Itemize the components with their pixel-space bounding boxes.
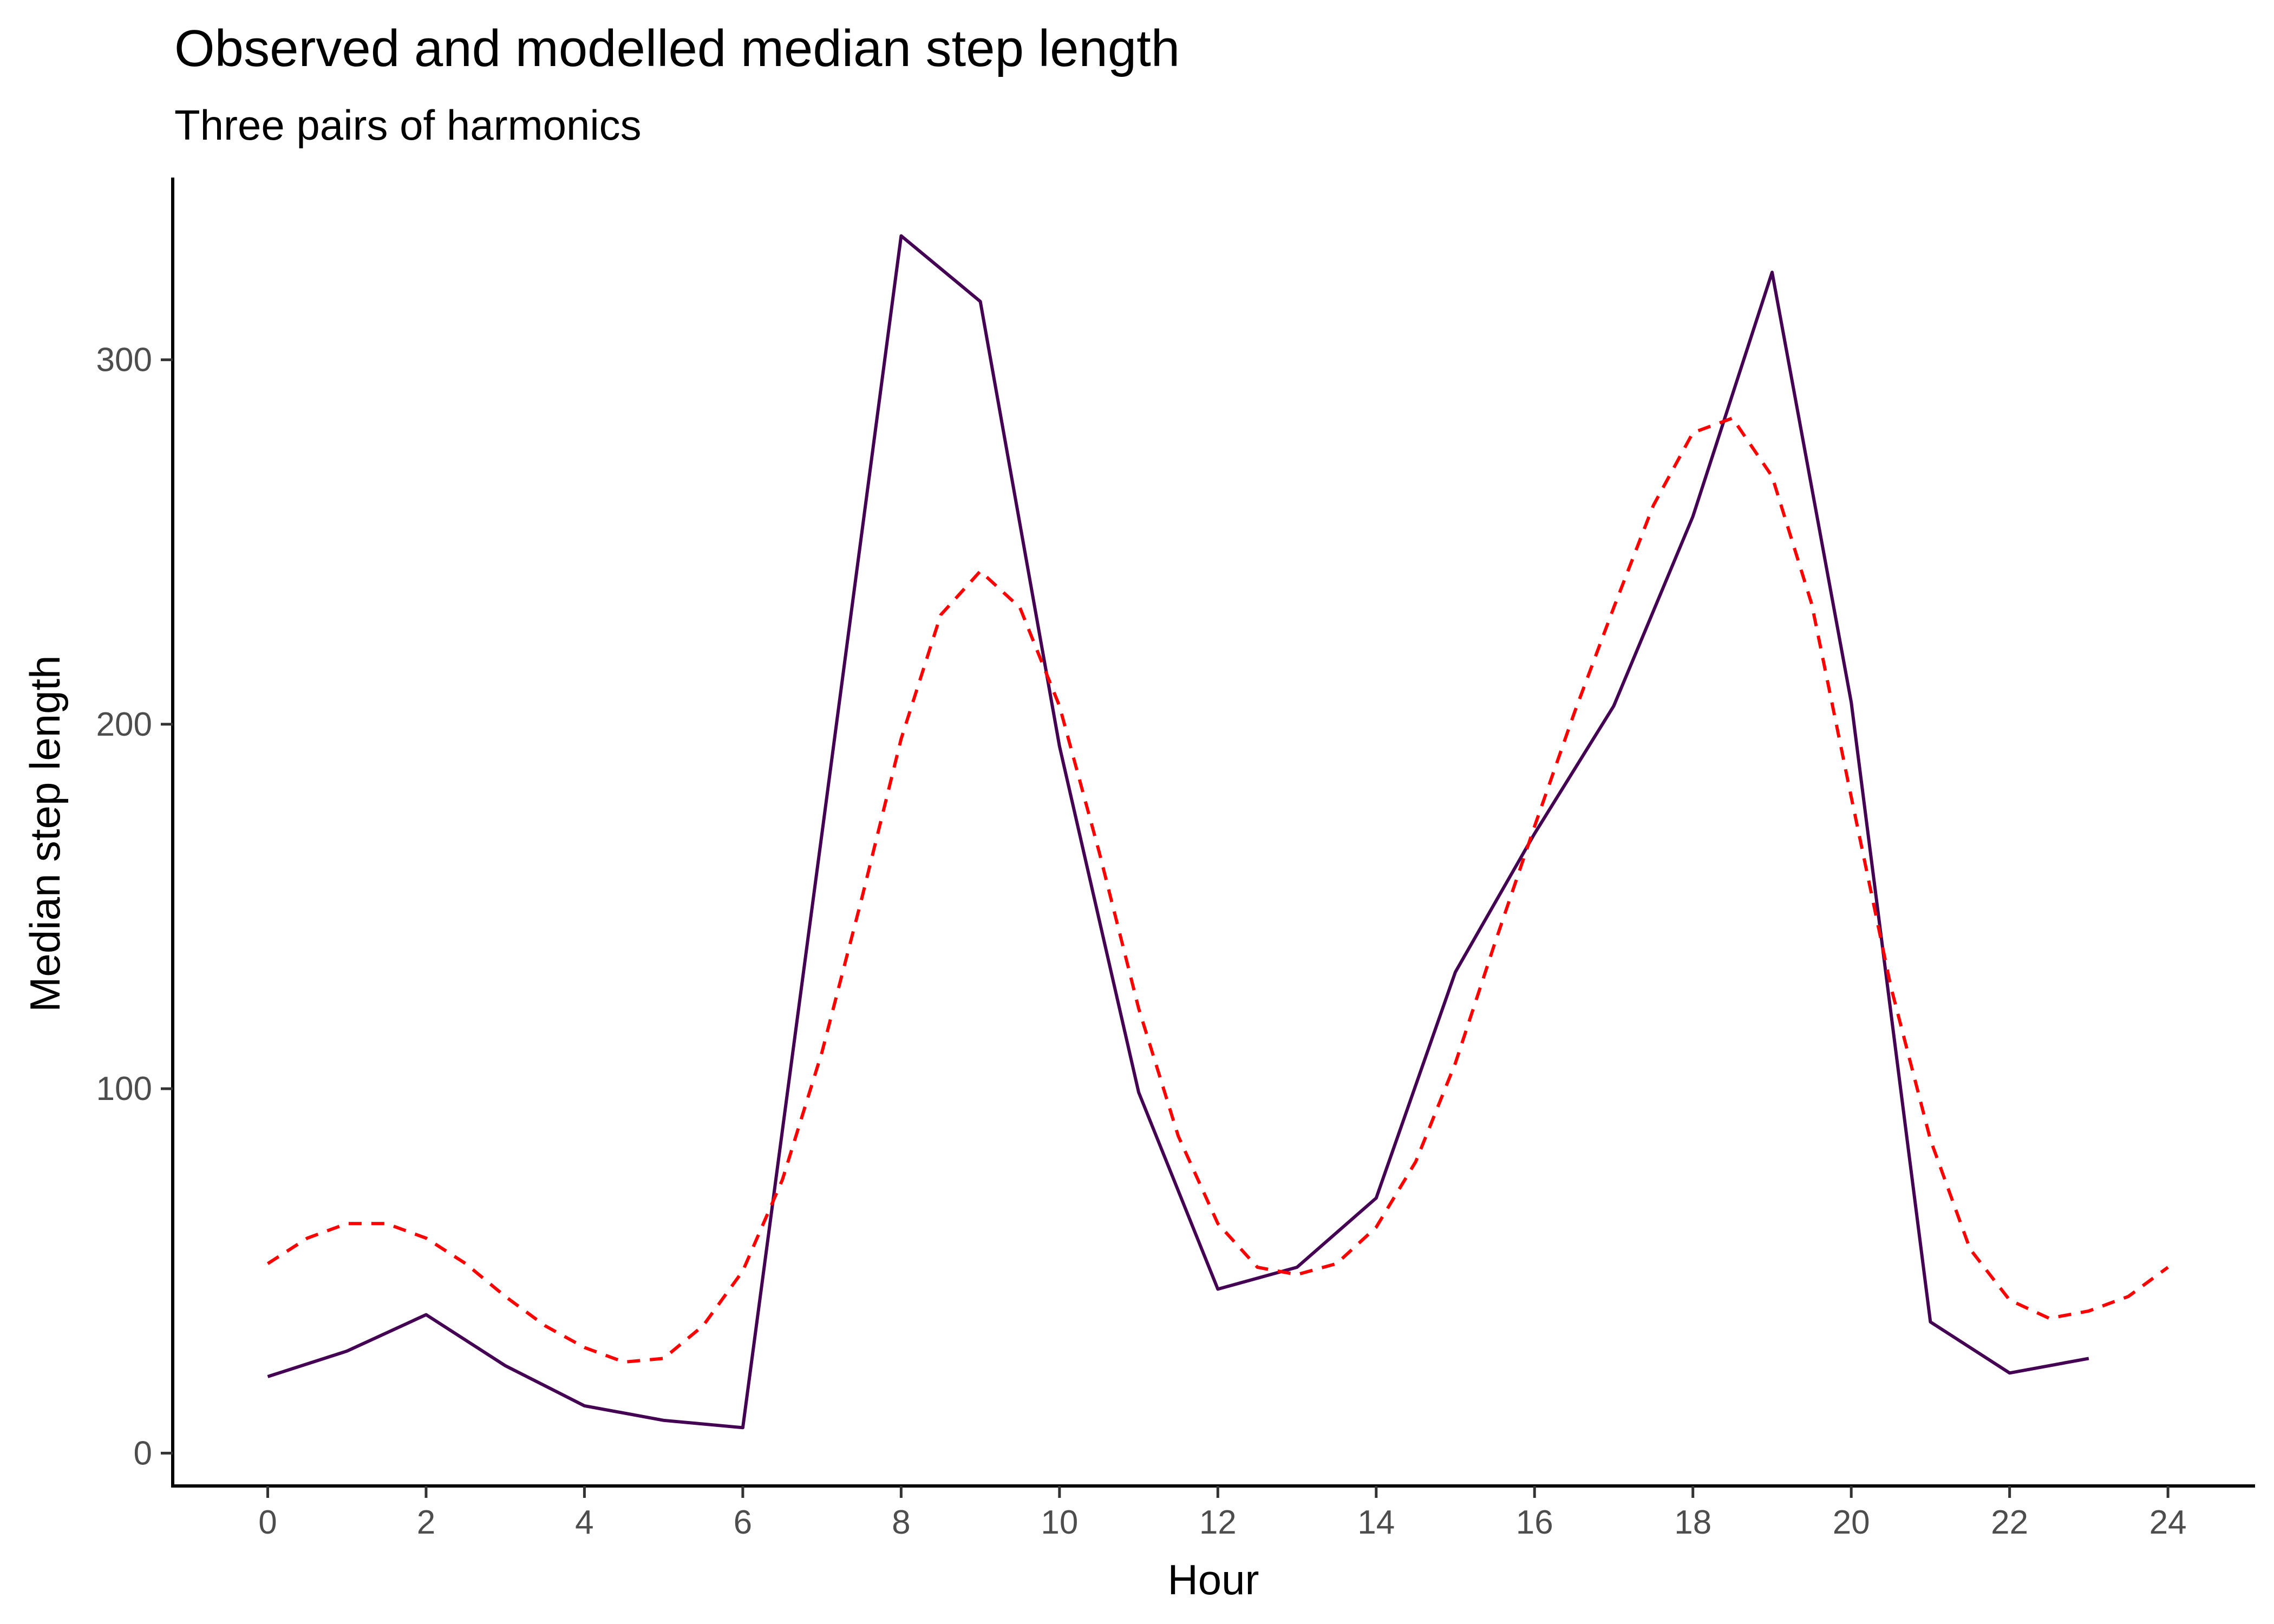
x-tick-label: 8 — [892, 1504, 910, 1541]
y-tick-label: 200 — [96, 706, 152, 743]
x-tick-label: 0 — [258, 1504, 277, 1541]
x-tick-label: 20 — [1833, 1504, 1870, 1541]
y-tick-label: 0 — [134, 1435, 152, 1472]
y-ticks: 0 100 200 300 — [96, 342, 173, 1472]
x-tick-label: 16 — [1516, 1504, 1553, 1541]
observed-series-line — [267, 234, 2089, 1430]
chart-title: Observed and modelled median step length — [174, 19, 1180, 77]
plot-area — [266, 234, 2169, 1430]
x-tick-label: 24 — [2149, 1504, 2187, 1541]
x-axis-title: Hour — [1167, 1556, 1259, 1603]
x-tick-label: 14 — [1357, 1504, 1395, 1541]
x-tick-label: 18 — [1674, 1504, 1711, 1541]
x-tick-label: 2 — [417, 1504, 435, 1541]
x-tick-label: 22 — [1991, 1504, 2028, 1541]
x-tick-label: 6 — [734, 1504, 752, 1541]
y-tick-label: 100 — [96, 1070, 152, 1108]
x-tick-label: 10 — [1041, 1504, 1078, 1541]
y-axis-title: Median step length — [21, 655, 69, 1012]
chart-subtitle: Three pairs of harmonics — [174, 101, 642, 149]
x-tick-label: 4 — [575, 1504, 593, 1541]
y-tick-label: 300 — [96, 342, 152, 379]
x-ticks: 0 2 4 6 8 10 12 14 16 18 20 22 24 — [258, 1486, 2187, 1541]
modelled-series-line — [266, 416, 2169, 1364]
x-tick-label: 12 — [1199, 1504, 1237, 1541]
